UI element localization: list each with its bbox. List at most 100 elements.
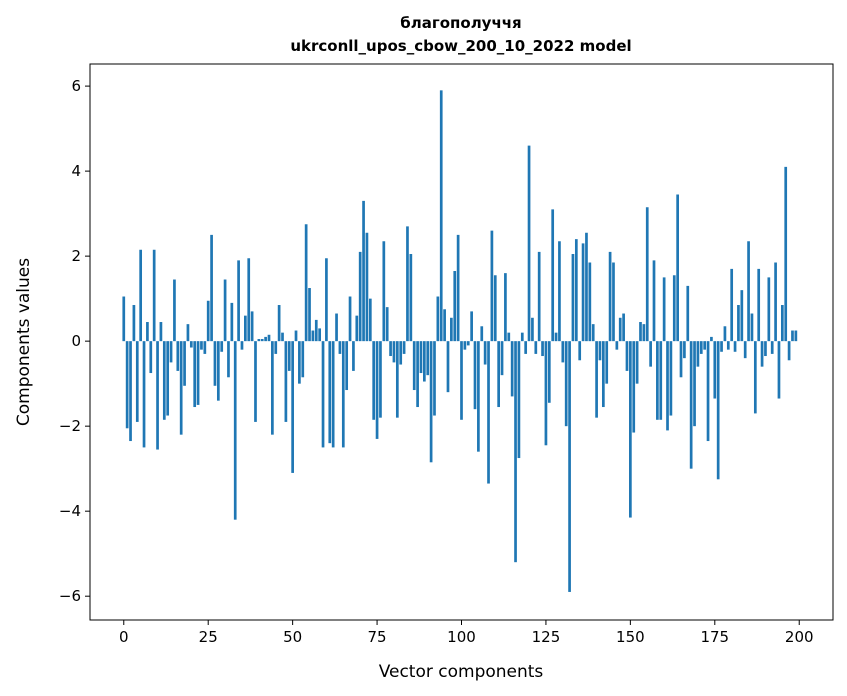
bar [483,341,487,365]
bar [372,341,376,420]
bar [520,332,524,342]
bar [392,341,396,363]
bar [314,319,318,342]
bar [196,341,200,405]
bar [183,341,186,386]
bar [757,268,761,342]
bar [547,341,551,403]
bar [740,290,744,342]
bar [325,258,328,342]
y-tick-label: −2 [59,417,81,435]
bar [135,341,139,422]
bar [743,341,747,359]
bar [287,341,291,371]
bar [382,241,386,342]
bar [612,262,615,342]
bar [466,341,470,346]
bar [368,298,372,342]
bar [335,313,338,342]
bar [450,317,453,342]
bar [652,260,656,342]
bar [689,341,693,469]
bar [578,341,582,361]
bar [159,322,163,342]
bar [233,341,237,520]
bar [264,336,267,342]
x-tick-label: 50 [283,628,302,646]
bar [477,341,480,452]
bar [277,305,281,342]
bar [490,230,494,342]
x-tick-label: 200 [785,628,814,646]
bar [173,279,176,342]
bar [284,341,288,422]
bar [794,330,798,342]
bar [321,341,325,448]
x-tick-label: 100 [447,628,476,646]
bar [662,277,666,342]
bar [777,341,781,399]
bar [574,239,578,342]
y-tick-label: 2 [71,247,81,265]
bar [419,341,423,374]
bar [780,305,784,342]
bar [642,324,646,342]
bar [237,260,240,342]
bar [379,341,382,418]
x-tick-label: 150 [616,628,645,646]
bar [605,341,609,384]
bar [216,341,220,401]
bar [581,243,585,342]
bar [402,341,406,354]
bar [179,341,183,435]
bar [618,317,622,342]
bar [301,341,305,378]
bar [426,341,430,376]
bar [146,322,149,342]
bar [200,341,203,350]
bar [240,341,244,350]
chart-subtitle: ukrconll_upos_cbow_200_10_2022 model [290,37,631,55]
y-tick-label: −4 [59,502,81,520]
bar [125,341,129,429]
bar [463,341,467,350]
bar [298,341,301,384]
plot-frame [89,63,834,621]
x-tick-label: 75 [368,628,387,646]
bar [767,277,771,342]
bar [132,305,136,342]
bar [649,341,652,367]
y-tick-label: −6 [59,587,81,605]
x-tick-label: 175 [700,628,729,646]
x-tick-label: 0 [119,628,129,646]
bar [774,262,777,342]
bar [244,315,247,342]
y-axis-label: Components values [14,258,34,426]
bar [291,341,294,473]
bar [733,341,737,352]
bar [639,322,642,342]
bar [696,341,700,367]
bar [561,341,565,363]
bar [601,341,605,408]
bar [608,251,612,342]
bar [230,302,234,342]
bar [460,341,463,420]
bar [507,332,511,342]
bar [622,313,625,342]
bar [156,341,159,450]
bar [294,330,298,342]
bar [706,341,710,442]
bar [162,341,166,420]
bar [645,207,649,342]
bar [362,200,365,342]
bar [341,341,345,448]
bar [436,296,440,342]
bar [166,341,170,416]
bar [385,307,389,342]
bar [142,341,146,448]
bar [588,262,592,342]
bar [122,296,126,342]
bar [203,341,207,354]
